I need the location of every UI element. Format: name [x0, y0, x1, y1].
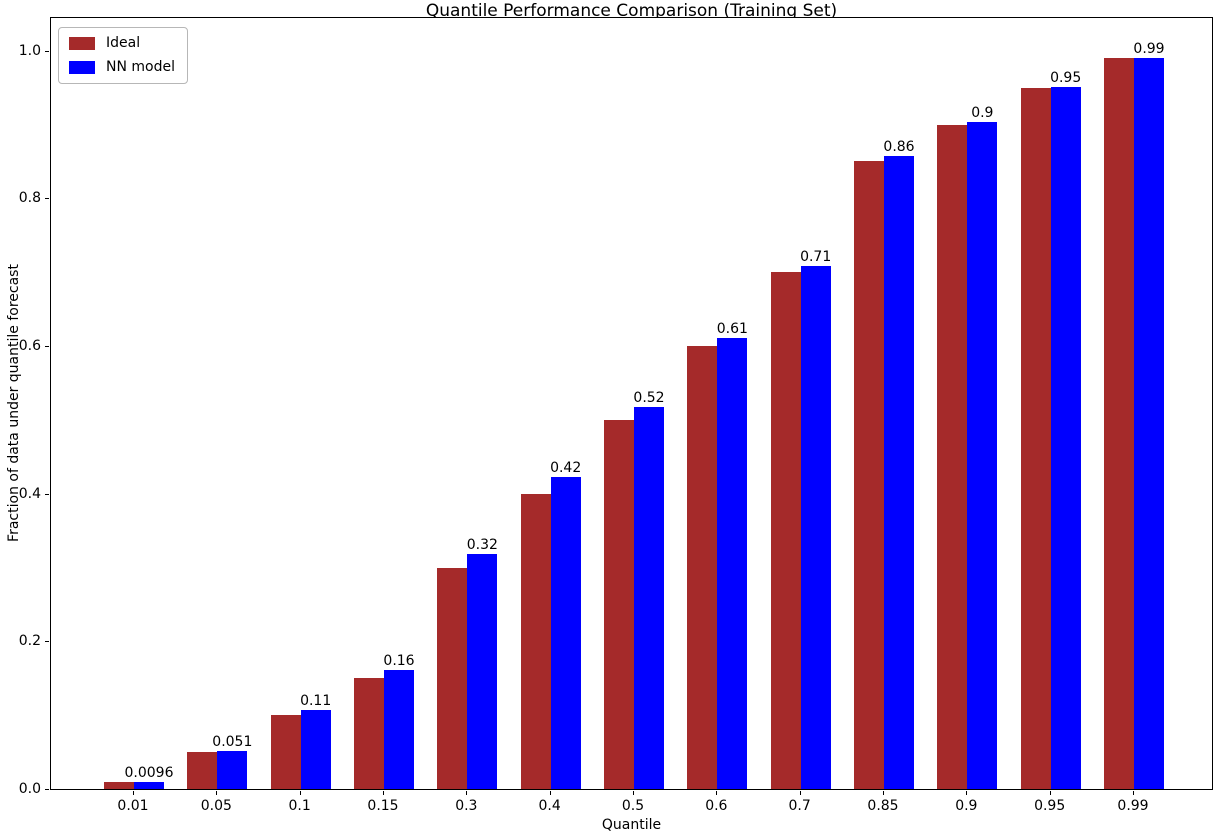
y-tick-mark — [45, 198, 49, 200]
bar-ideal-0.5 — [604, 419, 634, 789]
x-tick-mark — [133, 791, 134, 795]
x-tick-mark — [216, 791, 218, 795]
bar-ideal-0.05 — [187, 752, 218, 789]
bar-nn-model-0.6 — [717, 337, 748, 789]
legend: Ideal NN model — [58, 27, 188, 84]
bar-value-label: 0.16 — [383, 653, 415, 670]
x-tick-label: 0.85 — [867, 798, 899, 814]
y-tick-label: 0.2 — [18, 633, 41, 650]
bar-value-label: 0.71 — [800, 248, 832, 265]
bar-nn-model-0.01 — [134, 781, 164, 789]
y-tick-mark — [45, 346, 49, 348]
y-tick-mark — [45, 493, 49, 495]
x-tick-label: 0.01 — [117, 798, 149, 814]
x-tick-mark — [799, 791, 801, 795]
bar-nn-model-0.85 — [884, 155, 914, 789]
bar-nn-model-0.99 — [1134, 58, 1164, 789]
x-tick-mark — [549, 791, 551, 795]
bar-ideal-0.95 — [1020, 87, 1051, 789]
bar-value-label: 0.0096 — [124, 764, 174, 781]
bar-nn-model-0.3 — [467, 554, 498, 789]
y-tick-label: 0.4 — [18, 485, 41, 502]
bar-value-label: 0.52 — [633, 390, 665, 407]
legend-swatch-nn-model — [69, 61, 95, 74]
bar-nn-model-0.7 — [800, 265, 831, 789]
bar-nn-model-0.4 — [550, 477, 581, 789]
bar-ideal-0.7 — [770, 272, 801, 789]
x-tick-label: 0.05 — [200, 798, 232, 814]
bar-value-label: 0.61 — [716, 320, 748, 337]
y-tick-label: 0.8 — [18, 190, 41, 207]
x-axis-label: Quantile — [601, 817, 662, 833]
bar-nn-model-0.15 — [384, 670, 414, 789]
x-tick-mark — [466, 791, 468, 795]
x-tick-mark — [1049, 791, 1051, 795]
x-tick-mark — [383, 791, 384, 795]
bar-nn-model-0.5 — [634, 407, 664, 789]
y-tick-label: 0.6 — [18, 338, 41, 355]
bar-value-label: 0.95 — [1050, 69, 1082, 86]
x-tick-label: 0.6 — [705, 798, 728, 814]
x-tick-mark — [299, 791, 301, 795]
x-tick-label: 0.4 — [538, 798, 561, 814]
x-tick-label: 0.3 — [455, 798, 478, 814]
x-tick-label: 0.1 — [288, 798, 311, 814]
bar-ideal-0.99 — [1104, 58, 1134, 789]
bar-nn-model-0.05 — [217, 751, 248, 789]
bar-ideal-0.3 — [437, 567, 468, 789]
x-tick-label: 0.15 — [367, 798, 399, 814]
bar-ideal-0.1 — [270, 715, 301, 789]
y-tick-label: 0.0 — [18, 781, 41, 797]
bar-value-label: 0.99 — [1133, 41, 1165, 58]
bar-ideal-0.15 — [354, 678, 384, 789]
x-tick-mark — [716, 791, 718, 795]
bar-ideal-0.85 — [854, 161, 884, 789]
bar-ideal-0.01 — [104, 781, 134, 789]
x-tick-label: 0.5 — [621, 798, 645, 814]
x-tick-label: 0.7 — [788, 798, 811, 814]
bar-ideal-0.6 — [687, 346, 718, 789]
plot-area: 0.0096 0.051 0.11 0.16 0.32 0.42 0.52 0.61 0.71 0… — [50, 17, 1213, 790]
bar-nn-model-0.95 — [1050, 86, 1081, 789]
y-tick-label: 1.0 — [18, 42, 41, 59]
y-tick-mark — [45, 50, 49, 52]
y-tick-mark — [45, 789, 49, 790]
bar-ideal-0.9 — [937, 124, 968, 789]
chart-title: Quantile Performance Comparison (Trainin… — [425, 1, 838, 21]
x-tick-mark — [966, 791, 968, 795]
legend-row: Ideal — [69, 35, 175, 52]
x-tick-mark — [883, 791, 884, 795]
x-tick-label: 0.9 — [955, 798, 978, 814]
legend-swatch-ideal — [69, 37, 95, 50]
bar-value-label: 0.32 — [466, 537, 498, 554]
y-tick-mark — [45, 641, 49, 643]
bar-value-label: 0.051 — [212, 734, 253, 751]
x-tick-label: 0.95 — [1034, 798, 1066, 814]
legend-label: Ideal — [106, 35, 141, 51]
bar-nn-model-0.1 — [300, 710, 331, 789]
x-tick-mark — [633, 791, 634, 795]
x-tick-label: 0.99 — [1117, 798, 1149, 814]
bar-ideal-0.4 — [520, 493, 551, 789]
bar-value-label: 0.11 — [300, 693, 332, 709]
bar-value-label: 0.9 — [971, 104, 994, 121]
bar-value-label: 0.86 — [883, 138, 915, 155]
bar-nn-model-0.9 — [967, 121, 998, 789]
x-tick-mark — [1133, 791, 1134, 795]
bar-value-label: 0.42 — [550, 460, 582, 477]
legend-row: NN model — [69, 59, 175, 76]
legend-label: NN model — [106, 59, 175, 75]
